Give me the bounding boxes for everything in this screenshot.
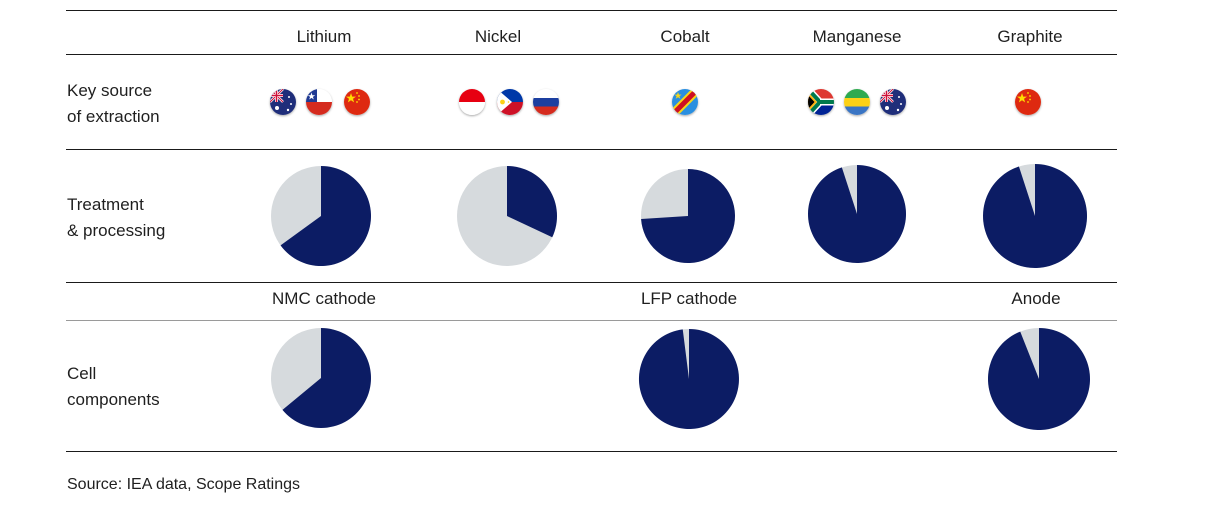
row-label-extraction: Key source of extraction (67, 78, 160, 130)
pie-share-lfp-cathode (638, 329, 739, 429)
pie-share-anode (988, 328, 1091, 430)
column-header-cobalt: Cobalt (660, 27, 710, 46)
china-flag-icon (1015, 89, 1041, 115)
pie-share-cobalt (641, 169, 735, 263)
pie-share-lithium (280, 166, 372, 266)
pie-remainder-lithium (271, 166, 371, 266)
row-label-cells: Cell components (67, 361, 160, 413)
australia-flag-icon (270, 89, 296, 115)
component-header-nmc: NMC cathode (272, 289, 376, 308)
china-flag-icon (344, 89, 370, 115)
processing-rule (66, 282, 1117, 283)
pie-remainder-graphite (983, 164, 1087, 268)
row-label-cells-line1: Cell (67, 364, 97, 383)
pie-remainder-lfp-cathode (639, 329, 739, 429)
header-rule (66, 54, 1117, 55)
philippines-flag-icon (497, 89, 523, 115)
gabon-flag-icon (844, 89, 870, 115)
pie-share-nickel (507, 166, 557, 238)
component-header-rule (66, 320, 1117, 321)
component-header-lfp: LFP cathode (640, 289, 738, 308)
component-header-anode: Anode (1011, 289, 1061, 308)
extraction-rule (66, 149, 1117, 150)
pie-share-nmc-cathode (282, 328, 371, 429)
row-label-extraction-line2: of extraction (67, 107, 160, 126)
row-label-extraction-line1: Key source (67, 81, 153, 100)
column-header-lithium: Lithium (296, 27, 352, 46)
top-rule (66, 10, 1117, 11)
south-africa-flag-icon (808, 89, 834, 115)
row-label-processing-line1: Treatment (67, 195, 144, 214)
row-label-cells-line2: components (67, 390, 160, 409)
chile-flag-icon (306, 89, 332, 115)
russia-flag-icon (533, 89, 559, 115)
column-header-graphite: Graphite (997, 27, 1063, 46)
pie-remainder-anode (988, 328, 1090, 430)
source-note: Source: IEA data, Scope Ratings (67, 476, 301, 493)
indonesia-flag-icon (459, 89, 485, 115)
column-header-manganese: Manganese (812, 27, 902, 46)
row-label-processing: Treatment & processing (67, 192, 165, 244)
row-label-processing-line2: & processing (67, 221, 166, 240)
dr-congo-flag-icon (672, 89, 698, 115)
pie-share-graphite (983, 164, 1088, 268)
pie-remainder-nickel (457, 166, 557, 266)
pie-remainder-manganese (808, 165, 906, 263)
pie-share-manganese (808, 165, 907, 263)
australia-flag-icon (880, 89, 906, 115)
column-header-nickel: Nickel (474, 27, 522, 46)
pie-remainder-nmc-cathode (271, 328, 371, 428)
bottom-rule (66, 451, 1117, 452)
pie-remainder-cobalt (641, 169, 735, 263)
